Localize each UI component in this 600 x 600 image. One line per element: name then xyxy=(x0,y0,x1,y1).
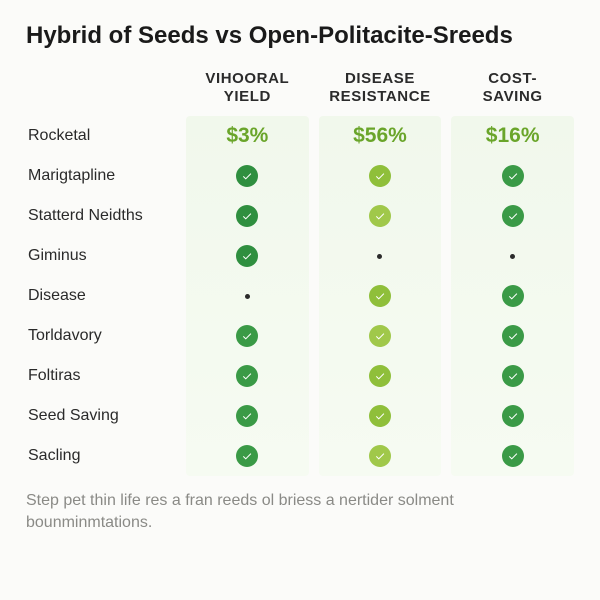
check-badge xyxy=(502,285,524,307)
check-icon xyxy=(374,210,386,222)
header-col-2-line1: COST- xyxy=(488,70,537,87)
table-cell xyxy=(186,356,309,396)
table-cell xyxy=(319,356,442,396)
header-col-1-line2: RESISTANCE xyxy=(329,88,431,105)
row-label: Foltiras xyxy=(26,356,176,396)
row-label: Seed Saving xyxy=(26,396,176,436)
check-icon xyxy=(507,210,519,222)
check-icon xyxy=(507,170,519,182)
check-badge xyxy=(369,285,391,307)
table-cell xyxy=(451,156,574,196)
row-label: Torldavory xyxy=(26,316,176,356)
row-label: Statterd Neidths xyxy=(26,196,176,236)
check-icon xyxy=(241,250,253,262)
percent-cell: $16% xyxy=(451,116,574,156)
check-badge xyxy=(236,165,258,187)
check-icon xyxy=(241,370,253,382)
table-cell xyxy=(451,276,574,316)
table-cell xyxy=(186,276,309,316)
page-title: Hybrid of Seeds vs Open-Politacite-Sreed… xyxy=(26,22,574,50)
check-icon xyxy=(241,330,253,342)
check-icon xyxy=(374,330,386,342)
data-column-1: $56% xyxy=(319,116,442,476)
table-cell xyxy=(451,396,574,436)
table-cell xyxy=(319,396,442,436)
check-icon xyxy=(507,410,519,422)
check-icon xyxy=(374,450,386,462)
row-label: Disease xyxy=(26,276,176,316)
table-cell xyxy=(451,316,574,356)
check-badge xyxy=(236,405,258,427)
footer-text: Step pet thin life res a fran reeds ol b… xyxy=(26,490,574,533)
table-cell xyxy=(186,436,309,476)
check-icon xyxy=(374,370,386,382)
check-icon xyxy=(507,450,519,462)
table-cell xyxy=(186,316,309,356)
check-badge xyxy=(236,365,258,387)
check-badge xyxy=(369,205,391,227)
check-badge xyxy=(502,165,524,187)
header-col-0-line2: YIELD xyxy=(224,88,271,105)
row-label: Rocketal xyxy=(26,116,176,156)
data-column-2: $16% xyxy=(451,116,574,476)
header-col-1: DISEASE RESISTANCE xyxy=(319,66,442,116)
check-badge xyxy=(369,445,391,467)
header-empty xyxy=(26,66,176,116)
table-cell xyxy=(451,236,574,276)
dot-icon xyxy=(510,254,515,259)
check-badge xyxy=(369,165,391,187)
percent-cell: $56% xyxy=(319,116,442,156)
header-col-1-line1: DISEASE xyxy=(345,70,415,87)
check-badge xyxy=(502,445,524,467)
header-col-2-line2: SAVING xyxy=(483,88,543,105)
check-badge xyxy=(369,405,391,427)
table-cell xyxy=(319,316,442,356)
header-col-0-line1: VIHOORAL xyxy=(205,70,289,87)
check-icon xyxy=(241,210,253,222)
table-cell xyxy=(186,196,309,236)
percent-cell: $3% xyxy=(186,116,309,156)
check-badge xyxy=(236,325,258,347)
check-icon xyxy=(374,170,386,182)
table-cell xyxy=(186,156,309,196)
check-icon xyxy=(507,290,519,302)
table-cell xyxy=(186,396,309,436)
data-column-0: $3% xyxy=(186,116,309,476)
check-icon xyxy=(507,330,519,342)
table-cell xyxy=(319,436,442,476)
check-icon xyxy=(241,170,253,182)
row-label: Giminus xyxy=(26,236,176,276)
table-cell xyxy=(319,156,442,196)
check-icon xyxy=(241,450,253,462)
check-badge xyxy=(369,325,391,347)
table-cell xyxy=(186,236,309,276)
table-cell xyxy=(319,276,442,316)
dot-icon xyxy=(245,294,250,299)
dot-icon xyxy=(377,254,382,259)
table-cell xyxy=(451,196,574,236)
table-cell xyxy=(319,236,442,276)
check-badge xyxy=(369,365,391,387)
check-badge xyxy=(502,325,524,347)
row-labels-column: RocketalMarigtaplineStatterd NeidthsGimi… xyxy=(26,116,176,476)
table-cell xyxy=(451,356,574,396)
check-badge xyxy=(502,205,524,227)
comparison-table: VIHOORAL YIELD DISEASE RESISTANCE COST- … xyxy=(26,66,574,476)
check-icon xyxy=(374,410,386,422)
check-badge xyxy=(236,445,258,467)
check-icon xyxy=(241,410,253,422)
row-label: Marigtapline xyxy=(26,156,176,196)
table-cell xyxy=(451,436,574,476)
check-badge xyxy=(236,245,258,267)
check-icon xyxy=(507,370,519,382)
check-badge xyxy=(502,365,524,387)
row-label: Sacling xyxy=(26,436,176,476)
check-badge xyxy=(502,405,524,427)
table-cell xyxy=(319,196,442,236)
check-icon xyxy=(374,290,386,302)
header-col-0: VIHOORAL YIELD xyxy=(186,66,309,116)
header-col-2: COST- SAVING xyxy=(451,66,574,116)
check-badge xyxy=(236,205,258,227)
